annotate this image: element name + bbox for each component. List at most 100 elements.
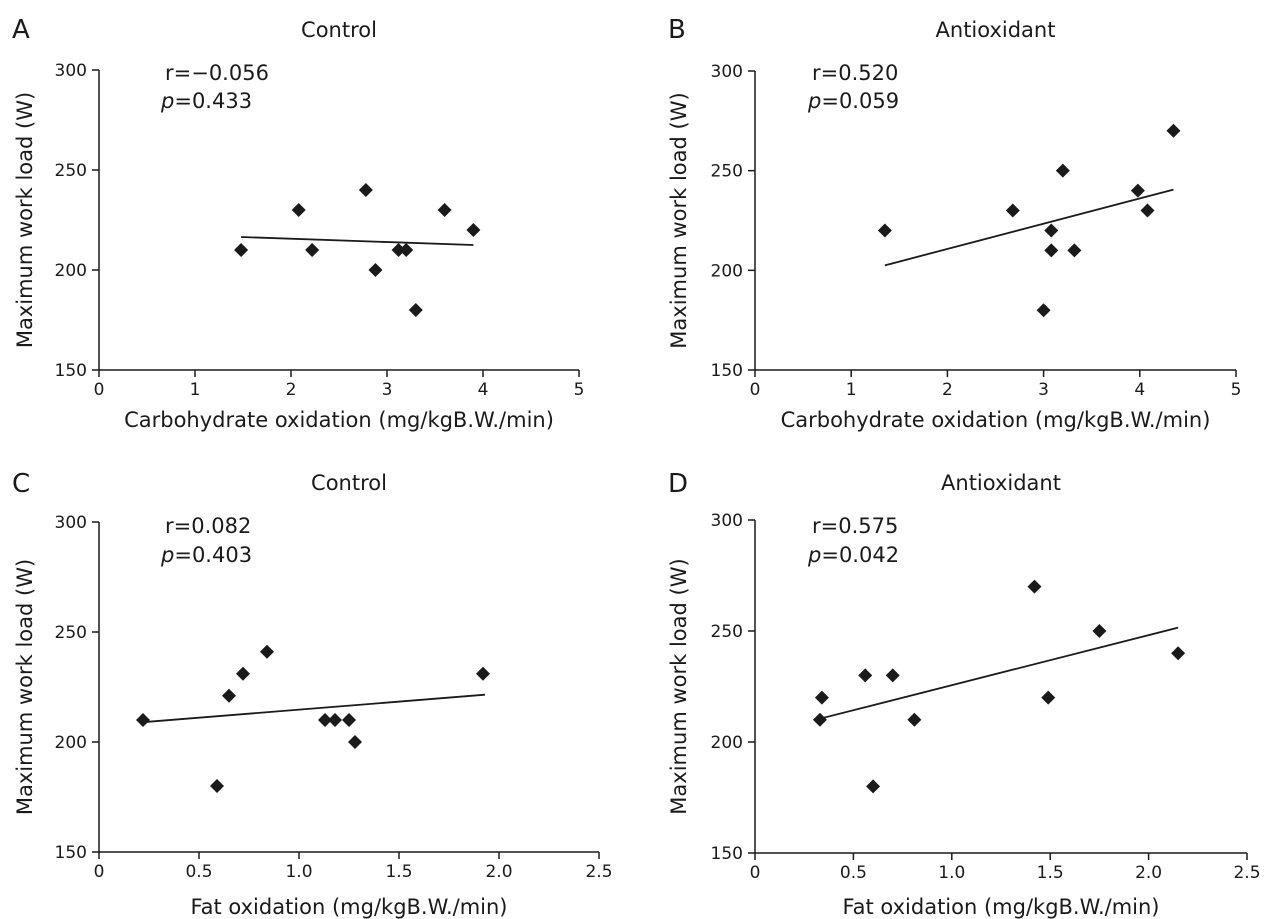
data-point [466, 223, 481, 237]
data-point [136, 713, 150, 727]
data-point [291, 203, 306, 217]
data-point [222, 688, 236, 703]
y-tick-label: 200 [711, 733, 743, 753]
trendline [142, 693, 486, 724]
p-number: =0.059 [821, 89, 899, 113]
data-point [408, 303, 423, 317]
data-point [1036, 303, 1051, 318]
x-tick-label: 0 [750, 863, 761, 883]
data-point [1055, 163, 1070, 178]
data-point [812, 712, 827, 727]
data-point [236, 666, 250, 681]
x-tick-label: 1.5 [1037, 863, 1064, 883]
r-value-annotation: r=0.520 [812, 61, 898, 85]
x-tick-label: 2 [286, 380, 297, 400]
data-point [1027, 579, 1042, 594]
x-tick-label: 0 [94, 380, 105, 400]
p-value-annotation: p=0.042 [807, 543, 899, 567]
data-point [1171, 646, 1186, 661]
x-tick-label: 4 [1134, 380, 1145, 400]
data-point [305, 243, 320, 257]
data-point [907, 712, 922, 727]
panel-letter: A [12, 15, 30, 45]
p-symbol: p [807, 89, 821, 113]
data-point [1041, 690, 1056, 705]
data-point [885, 668, 900, 683]
panel-d: D Antioxidant 150 200 250 300 0 0.5 1.0 1.5 2.0 2.5… [667, 469, 1261, 919]
p-symbol: p [160, 89, 174, 113]
x-tick-label: 1.0 [938, 863, 965, 883]
x-tick-label: 4 [478, 380, 489, 400]
panel-title: Control [311, 471, 387, 495]
x-tick-label: 3 [1038, 380, 1049, 400]
r-value-annotation: r=0.575 [812, 514, 898, 538]
x-tick-label: 2.0 [485, 862, 512, 882]
p-symbol: p [160, 543, 174, 567]
x-tick-label: 2.0 [1135, 863, 1162, 883]
trendline [819, 626, 1179, 720]
x-tick-label: 1 [846, 380, 857, 400]
data-point [858, 668, 873, 683]
y-tick-label: 150 [711, 361, 743, 381]
p-value-annotation: p=0.433 [160, 89, 252, 113]
data-point [877, 223, 892, 238]
y-tick-label: 150 [711, 844, 743, 864]
r-value-annotation: r=−0.056 [165, 61, 269, 85]
y-tick-label: 250 [55, 623, 87, 643]
data-point [318, 713, 332, 727]
data-point [1005, 203, 1020, 218]
data-point [348, 735, 362, 749]
data-point [1130, 183, 1145, 198]
y-axis-label: Maximum work load (W) [667, 558, 691, 814]
x-tick-label: 1.5 [385, 862, 412, 882]
data-point [210, 779, 224, 793]
x-axis-label: Carbohydrate oxidation (mg/kgB.W./min) [781, 408, 1211, 432]
panel-title: Antioxidant [936, 18, 1056, 42]
y-tick-label: 300 [711, 511, 743, 531]
x-tick-label: 5 [1231, 380, 1242, 400]
x-tick-label: 0.5 [185, 862, 212, 882]
data-point [260, 644, 274, 659]
x-tick-label: 2 [942, 380, 953, 400]
data-point [1092, 624, 1107, 638]
y-tick-label: 200 [711, 261, 743, 281]
p-number: =0.433 [174, 89, 252, 113]
x-tick-label: 1 [190, 380, 201, 400]
data-point [1044, 223, 1059, 238]
y-tick-label: 300 [711, 62, 743, 82]
data-point [814, 690, 829, 705]
panel-letter: D [668, 469, 688, 499]
data-point [437, 203, 452, 217]
x-tick-label: 2.5 [1233, 863, 1260, 883]
data-point [476, 666, 490, 681]
p-symbol: p [807, 543, 821, 567]
x-tick-label: 1.0 [285, 862, 312, 882]
x-tick-label: 3 [382, 380, 393, 400]
y-axis-label: Maximum work load (W) [667, 92, 691, 348]
p-number: =0.403 [174, 543, 252, 567]
data-point [1067, 243, 1082, 258]
y-axis-label: Maximum work load (W) [13, 92, 37, 348]
y-tick-label: 250 [711, 162, 743, 182]
y-tick-label: 250 [55, 161, 87, 181]
y-tick-label: 200 [55, 733, 87, 753]
r-value-annotation: r=0.082 [165, 514, 251, 538]
y-tick-label: 150 [55, 843, 87, 863]
p-number: =0.042 [821, 543, 899, 567]
p-value-annotation: p=0.059 [807, 89, 899, 113]
data-point [1044, 243, 1059, 258]
data-point [399, 243, 414, 257]
p-value-annotation: p=0.403 [160, 543, 252, 567]
panel-letter: B [668, 15, 686, 45]
data-point [328, 713, 342, 727]
panel-a: A Control 150 200 250 300 0 1 2 3 4 5 Carbohydrate o… [12, 15, 584, 432]
y-tick-label: 150 [55, 361, 87, 381]
panel-title: Control [301, 18, 377, 42]
data-point [391, 243, 406, 257]
y-axis-label: Maximum work load (W) [13, 559, 37, 815]
x-axis-label: Carbohydrate oxidation (mg/kgB.W./min) [124, 408, 554, 432]
data-point [1140, 203, 1155, 218]
y-tick-label: 250 [711, 622, 743, 642]
panel-b: B Antioxidant 150 200 250 300 0 1 2 3 4 5 Carbohydra… [667, 15, 1241, 432]
